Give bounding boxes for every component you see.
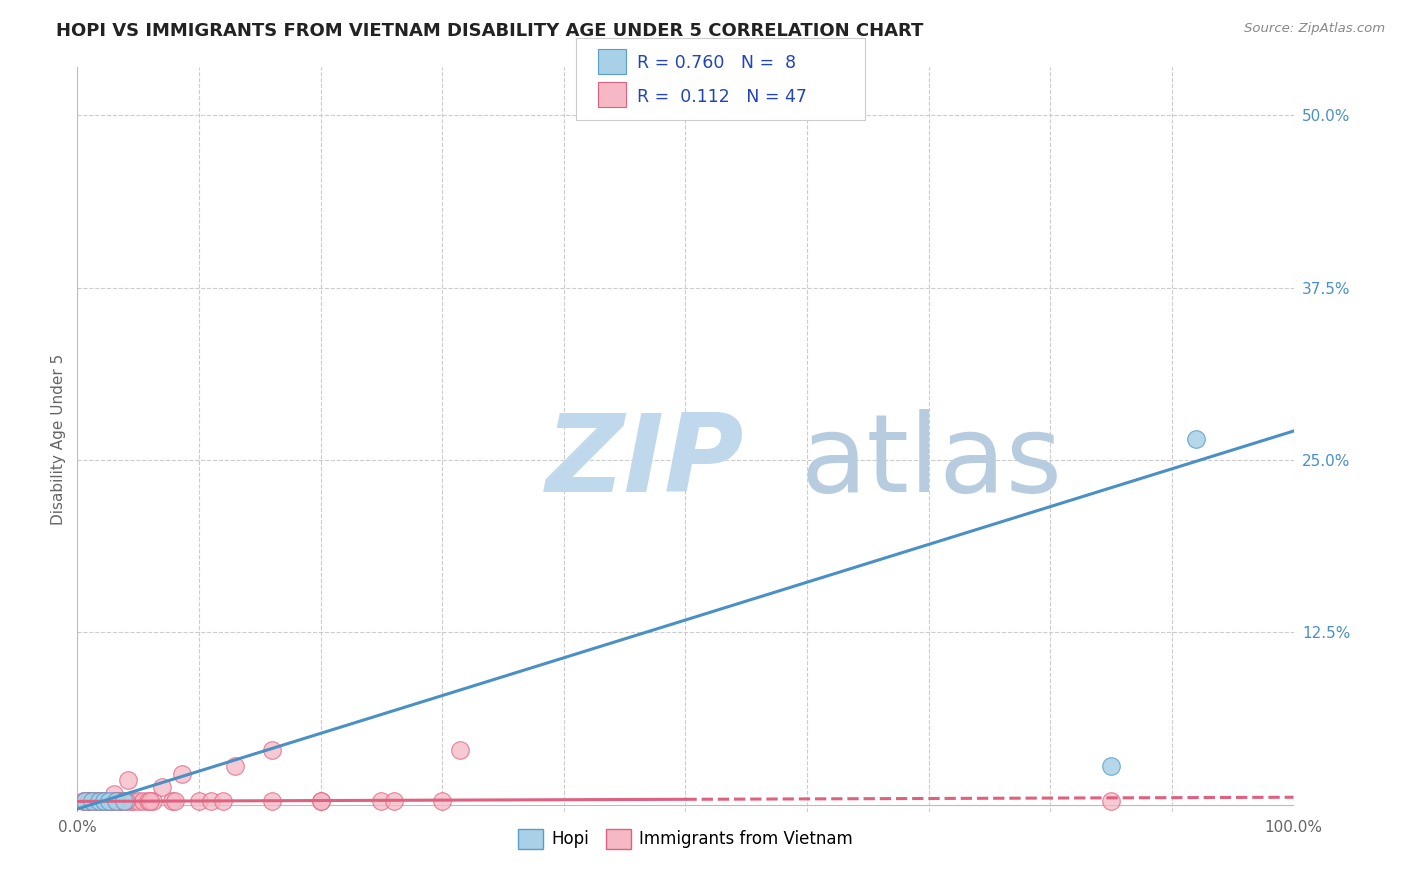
Point — [309, 794, 332, 808]
Point — [117, 772, 139, 787]
Point — [97, 794, 120, 808]
Point — [73, 794, 96, 808]
Point — [72, 794, 94, 808]
Point — [127, 794, 149, 808]
Point — [89, 794, 111, 808]
Point — [105, 794, 128, 808]
Point — [142, 794, 165, 808]
Point — [1185, 433, 1208, 447]
Point — [93, 794, 115, 808]
Legend: Hopi, Immigrants from Vietnam: Hopi, Immigrants from Vietnam — [512, 822, 859, 855]
Point — [100, 794, 122, 808]
Point — [120, 794, 142, 808]
Point — [115, 794, 138, 808]
Text: Source: ZipAtlas.com: Source: ZipAtlas.com — [1244, 22, 1385, 36]
Text: R =  0.112   N = 47: R = 0.112 N = 47 — [637, 88, 807, 106]
Text: atlas: atlas — [801, 409, 1063, 515]
Point — [73, 794, 96, 808]
Text: ZIP: ZIP — [546, 409, 744, 515]
Point — [83, 794, 105, 808]
Point — [86, 794, 108, 808]
Point — [132, 794, 155, 808]
Point — [1099, 794, 1122, 808]
Point — [112, 794, 135, 808]
Point — [110, 794, 132, 808]
Point — [200, 794, 222, 808]
Point — [97, 794, 120, 808]
Point — [1099, 759, 1122, 773]
Point — [112, 794, 135, 808]
Point — [105, 794, 128, 808]
Point — [136, 794, 159, 808]
Point — [160, 794, 183, 808]
Point — [79, 794, 101, 808]
Point — [76, 794, 98, 808]
Point — [309, 794, 332, 808]
Point — [103, 787, 125, 801]
Point — [139, 794, 162, 808]
Y-axis label: Disability Age Under 5: Disability Age Under 5 — [51, 354, 66, 524]
Point — [430, 794, 453, 808]
Point — [89, 794, 111, 808]
Point — [107, 794, 129, 808]
Point — [122, 794, 145, 808]
Point — [152, 780, 174, 794]
Point — [80, 794, 103, 808]
Point — [96, 794, 118, 808]
Point — [103, 794, 125, 808]
Text: R = 0.760   N =  8: R = 0.760 N = 8 — [637, 54, 796, 72]
Point — [260, 742, 283, 756]
Point — [90, 794, 112, 808]
Text: HOPI VS IMMIGRANTS FROM VIETNAM DISABILITY AGE UNDER 5 CORRELATION CHART: HOPI VS IMMIGRANTS FROM VIETNAM DISABILI… — [56, 22, 924, 40]
Point — [224, 759, 246, 773]
Point — [163, 794, 186, 808]
Point — [79, 794, 101, 808]
Point — [93, 794, 115, 808]
Point — [212, 794, 235, 808]
Point — [170, 767, 193, 781]
Point — [370, 794, 392, 808]
Point — [115, 794, 138, 808]
Point — [188, 794, 211, 808]
Point — [260, 794, 283, 808]
Point — [80, 794, 103, 808]
Point — [382, 794, 405, 808]
Point — [449, 742, 471, 756]
